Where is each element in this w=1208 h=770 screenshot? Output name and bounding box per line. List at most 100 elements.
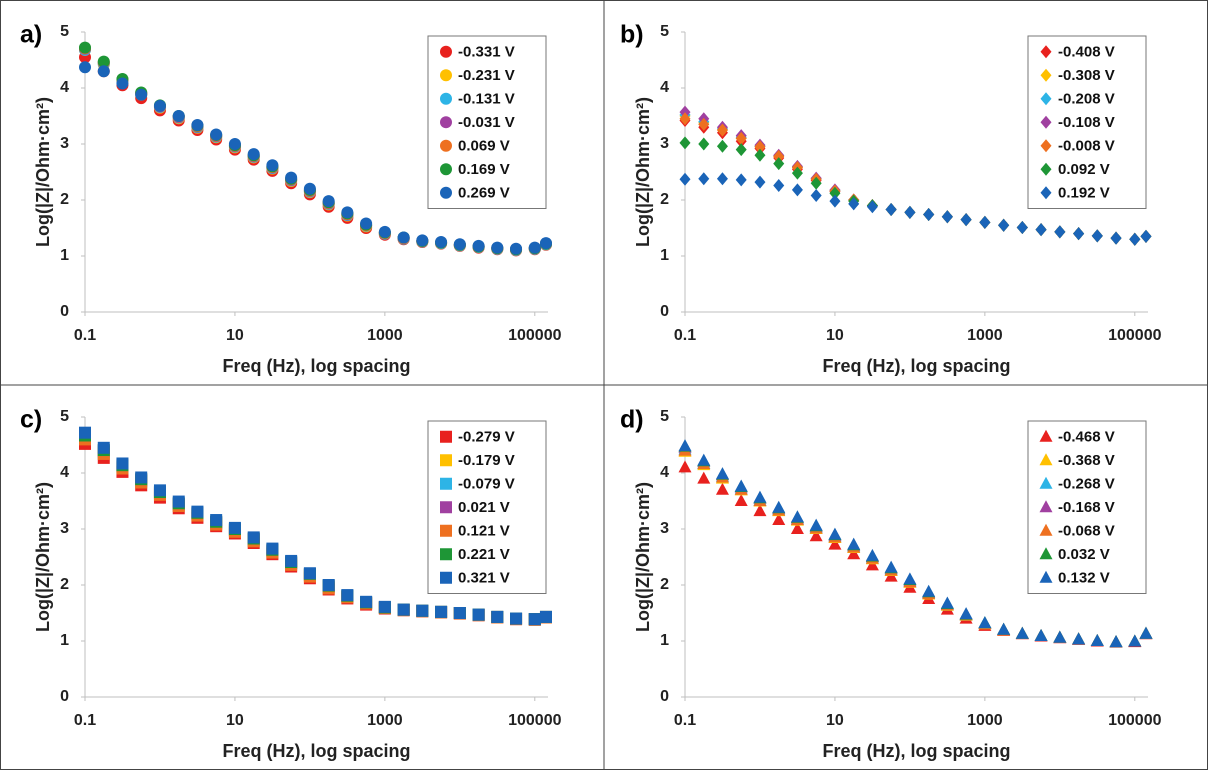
legend-label: -0.179 V [458,452,515,469]
data-point [360,595,373,608]
legend-marker [440,571,452,584]
data-point [472,239,485,252]
y-axis-title: Log(|Z|/Ohm·cm²) [633,482,653,632]
data-point [247,148,260,161]
data-point [528,613,541,626]
legend-marker [1039,570,1053,583]
data-point [116,77,129,90]
legend-label: -0.408 V [1058,44,1115,61]
data-point [903,572,917,585]
data-point [303,567,316,580]
chart-panel: 0 1 2 3 4 5 0.1 10 1000 100000 c) Freq (Hz), log sp… [20,406,562,761]
x-tick-label: 1000 [967,327,1003,344]
legend-marker [1039,523,1053,536]
legend-label: 0.169 V [458,161,510,178]
y-tick-label: 2 [660,191,669,208]
y-tick-label: 2 [60,576,69,593]
data-point [791,166,803,180]
data-point [885,203,897,217]
data-point [790,510,804,523]
data-point [998,218,1010,232]
data-point [698,137,710,151]
data-point [435,236,448,248]
data-point [416,604,429,617]
legend-marker [440,430,452,443]
y-tick-label: 3 [660,135,669,152]
data-point [772,513,786,526]
data-point [472,608,485,621]
data-point [698,172,710,186]
x-tick-label: 1000 [367,327,403,344]
panel-label: b) [620,21,644,49]
legend-label: -0.208 V [1058,91,1115,108]
data-point [378,600,391,613]
data-point [135,471,148,484]
y-tick-label: 5 [60,408,69,425]
data-point [135,88,148,101]
legend-label: 0.069 V [458,138,510,155]
x-tick-label: 1000 [967,712,1003,729]
y-tick-label: 2 [60,191,69,208]
legend-label: 0.132 V [1058,570,1110,587]
legend-label: 0.192 V [1058,185,1110,202]
data-point [285,171,298,184]
data-point [979,215,991,229]
data-point [941,210,953,224]
data-point [79,426,91,439]
data-point [1110,231,1122,245]
data-point [266,542,279,555]
legend-marker [1040,139,1052,153]
data-point [247,531,260,544]
data-point [97,441,110,454]
legend-marker [1039,547,1053,560]
data-point [1140,229,1152,243]
data-point [735,131,747,145]
data-point [153,99,166,112]
data-point [210,514,223,527]
y-tick-label: 1 [60,247,69,264]
legend-marker [440,548,452,561]
data-point [97,55,110,68]
panel-label: a) [20,21,42,49]
data-point [847,537,861,550]
legend-marker [440,454,452,467]
legend-label: -0.068 V [1058,523,1115,540]
data-point [678,439,692,452]
data-point [716,172,728,186]
legend-marker [1040,45,1052,59]
data-point [904,205,916,219]
x-tick-label: 0.1 [74,327,96,344]
panel-label: d) [620,406,644,434]
data-point [754,175,766,189]
legend-marker [440,45,452,58]
y-tick-label: 4 [60,464,69,481]
data-point [341,206,354,219]
legend-marker [440,116,452,129]
data-point [453,607,466,619]
x-tick-label: 10 [826,327,844,344]
legend-marker [1040,162,1052,176]
legend-label: -0.079 V [458,476,515,493]
data-point [1090,634,1104,646]
data-point [734,494,748,506]
panel-label: c) [20,406,42,434]
data-point [697,453,711,466]
data-point [1035,223,1047,237]
data-point [679,172,691,186]
legend-label: -0.131 V [458,91,515,108]
x-tick-label: 0.1 [674,327,696,344]
y-tick-label: 1 [60,632,69,649]
data-point [322,579,335,591]
data-point [397,231,410,244]
data-point [679,136,691,150]
data-point [773,157,785,171]
legend-marker [440,477,452,490]
data-point [153,484,166,497]
legend-label: -0.031 V [458,114,515,131]
data-point [528,241,541,254]
y-tick-label: 1 [660,632,669,649]
y-tick-label: 3 [660,520,669,537]
y-tick-label: 2 [660,576,669,593]
